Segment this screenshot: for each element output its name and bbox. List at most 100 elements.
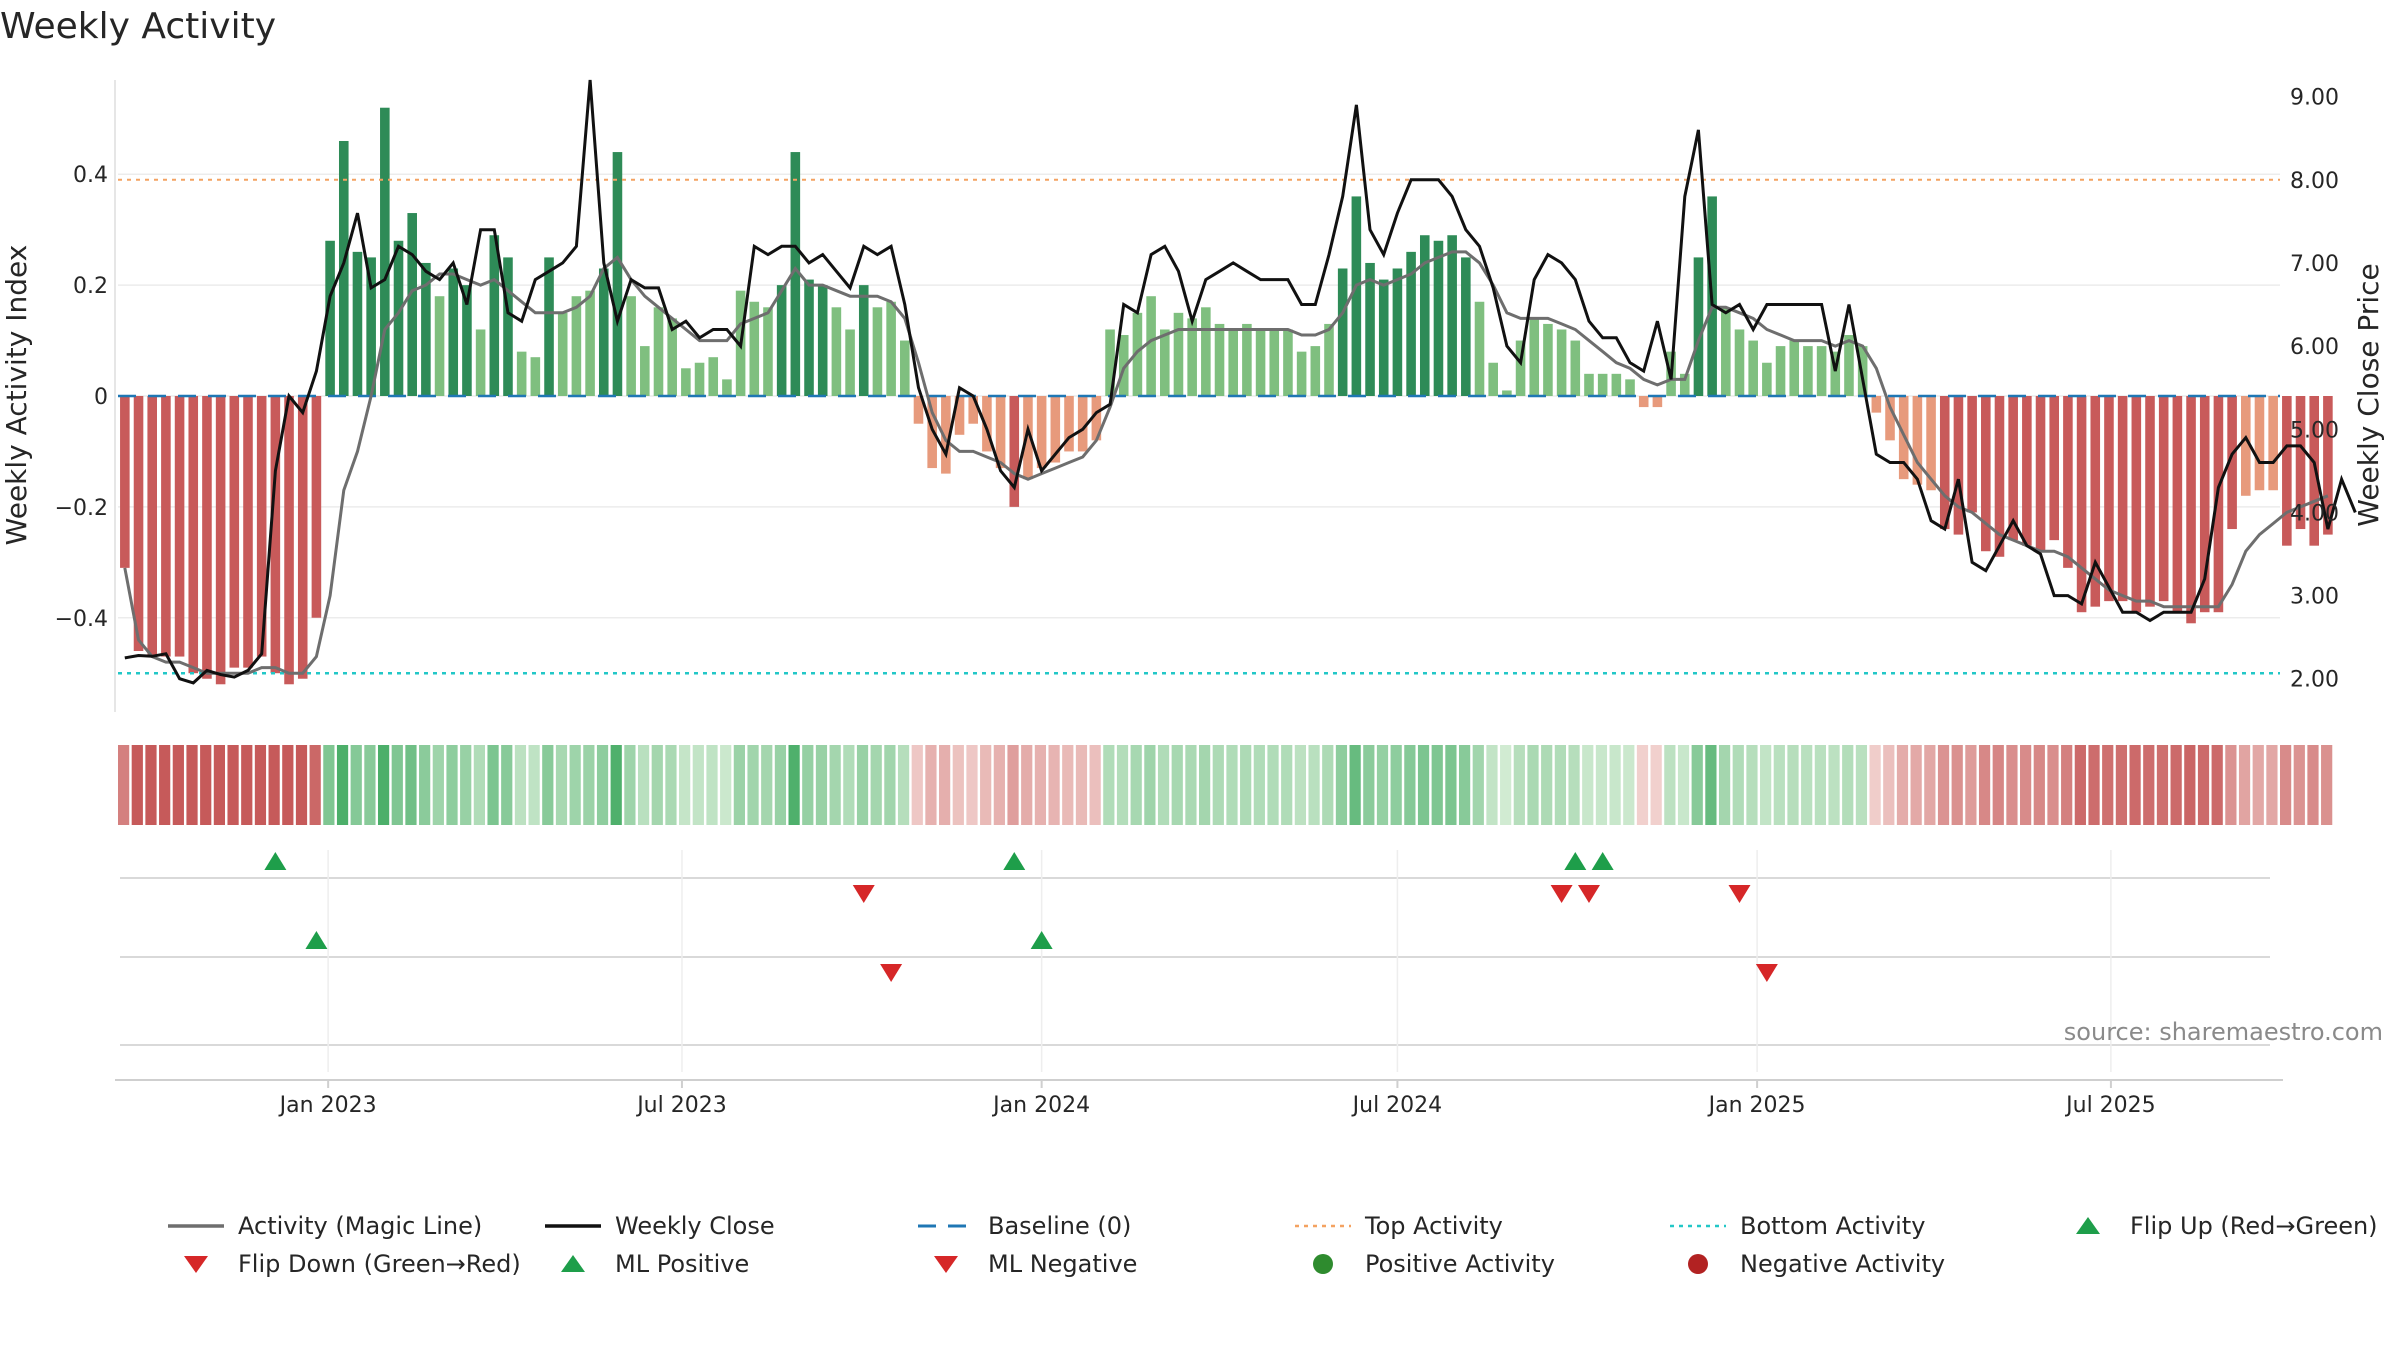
legend-item: Bottom Activity xyxy=(1670,1212,1925,1240)
heat-cell xyxy=(1705,745,1717,825)
legend-swatch xyxy=(934,1256,958,1273)
heat-cell xyxy=(1472,745,1484,825)
heat-cell xyxy=(2156,745,2169,825)
heat-cell xyxy=(2061,745,2073,825)
heat-cell xyxy=(788,745,800,825)
activity-bar xyxy=(1789,340,1800,396)
x-tick-label: Jan 2023 xyxy=(278,1093,377,1118)
activity-bar xyxy=(1803,346,1813,396)
heat-cell xyxy=(186,745,198,825)
activity-bar xyxy=(1502,390,1512,396)
activity-bar xyxy=(1050,396,1061,463)
y-right-tick: 8.00 xyxy=(2290,169,2339,194)
activity-bar xyxy=(1310,346,1321,396)
heat-cell xyxy=(1199,745,1211,825)
heat-cell xyxy=(1951,745,1963,825)
activity-bar xyxy=(421,262,431,396)
heat-cell xyxy=(1335,745,1348,825)
activity-bar xyxy=(1693,257,1704,396)
x-tick-label: Jul 2023 xyxy=(635,1093,727,1118)
heat-cell xyxy=(1650,745,1662,825)
activity-bar xyxy=(1570,340,1581,396)
activity-bar xyxy=(1584,373,1594,396)
heat-cell xyxy=(336,745,349,825)
heat-cell xyxy=(1431,745,1443,825)
heat-cell xyxy=(1978,745,1991,825)
ml-positive-marker xyxy=(1030,931,1053,949)
activity-bar xyxy=(776,285,787,396)
activity-bar xyxy=(1378,279,1389,396)
heat-cell xyxy=(1363,745,1375,825)
heat-cell xyxy=(2184,745,2196,825)
heat-cell xyxy=(897,745,910,825)
heat-cell xyxy=(1664,745,1676,825)
heat-cell xyxy=(774,745,787,825)
heat-cell xyxy=(1404,745,1416,825)
heat-cell xyxy=(1171,745,1183,825)
activity-bar xyxy=(557,312,568,396)
heat-cell xyxy=(391,745,403,825)
activity-bar xyxy=(1064,396,1074,452)
activity-bar xyxy=(2035,396,2046,552)
activity-bar xyxy=(585,290,595,396)
legend-item: ML Positive xyxy=(561,1250,749,1278)
heat-cell xyxy=(309,745,321,825)
activity-bar xyxy=(640,346,650,396)
y-left-tick: 0.4 xyxy=(73,163,108,188)
heat-cell xyxy=(1130,745,1142,825)
heat-cell xyxy=(405,745,417,825)
heat-cell xyxy=(583,745,595,825)
magic-line-series xyxy=(123,250,2329,675)
activity-bar xyxy=(1009,396,1020,507)
activity-bar xyxy=(503,257,513,396)
heat-cell xyxy=(542,745,554,825)
activity-bar xyxy=(380,107,390,396)
signal-rows-grid xyxy=(120,850,2270,1072)
heat-cell xyxy=(2211,745,2223,825)
activity-bar xyxy=(1351,196,1362,396)
activity-bar xyxy=(1734,329,1745,396)
activity-bar xyxy=(1283,329,1293,396)
heat-cell xyxy=(2238,745,2251,825)
heat-cell xyxy=(254,745,267,825)
legend-label: Weekly Close xyxy=(615,1212,775,1240)
activity-bar xyxy=(229,396,240,668)
heat-cell xyxy=(1390,745,1402,825)
activity-bar xyxy=(1967,396,1977,513)
legend-swatch xyxy=(1313,1254,1333,1274)
activity-bar xyxy=(1187,318,1197,396)
heat-cell xyxy=(1869,745,1881,825)
heat-cell xyxy=(1787,745,1799,825)
activity-bar xyxy=(681,368,691,396)
heat-cell xyxy=(665,745,677,825)
legend-swatch xyxy=(184,1256,208,1273)
activity-bar xyxy=(968,396,979,424)
heat-cell xyxy=(1842,745,1854,825)
activity-bar xyxy=(366,257,376,396)
x-tick-label: Jul 2024 xyxy=(1351,1093,1443,1118)
heat-cell xyxy=(419,745,431,825)
heat-cell xyxy=(870,745,882,825)
activity-bar xyxy=(1926,396,1936,491)
y-right-tick: 4.00 xyxy=(2290,501,2339,526)
heat-cell xyxy=(528,745,540,825)
heat-cell xyxy=(939,745,951,825)
heat-cell xyxy=(2020,745,2032,825)
heat-cell xyxy=(1253,745,1265,825)
activity-bar xyxy=(2213,396,2224,613)
activity-bar xyxy=(448,268,459,396)
heat-cell xyxy=(514,745,527,825)
heat-cell xyxy=(1760,745,1772,825)
source-credit: source: sharemaestro.com xyxy=(2064,1018,2383,1046)
activity-bar xyxy=(1036,396,1047,469)
heat-cell xyxy=(1007,745,1019,825)
heat-cell xyxy=(1513,745,1525,825)
heat-cell xyxy=(1568,745,1580,825)
activity-bar xyxy=(1652,396,1663,408)
heat-cell xyxy=(227,745,239,825)
heat-cell xyxy=(1376,745,1389,825)
activity-bar xyxy=(1419,235,1430,396)
heat-cell xyxy=(145,745,157,825)
legend-label: Positive Activity xyxy=(1365,1250,1555,1278)
heat-cell xyxy=(1801,745,1813,825)
